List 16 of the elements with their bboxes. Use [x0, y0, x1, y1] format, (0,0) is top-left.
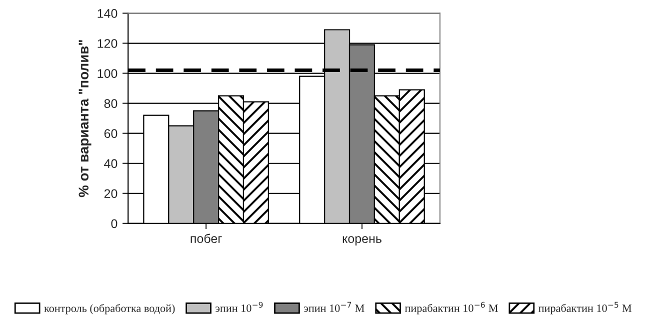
- y-tick-label: 80: [104, 99, 118, 108]
- x-tick-label: корень: [342, 236, 382, 246]
- legend-label: контроль (обработка водой): [44, 304, 175, 314]
- x-tick-label: побег: [190, 234, 222, 244]
- y-tick-label: 20: [104, 189, 118, 198]
- y-tick-label: 60: [104, 129, 118, 138]
- y-tick-label: 0: [111, 219, 118, 228]
- y-axis-title: % от варианта "полив": [78, 40, 92, 198]
- y-tick-label: 40: [104, 159, 118, 168]
- y-tick-label: 100: [98, 69, 118, 78]
- legend-label: эпин 10$^{−9}$: [216, 302, 263, 312]
- legend-label: эпин 10$^{−7}$ М: [304, 302, 364, 312]
- legend-label: пирабактин 10$^{−6}$ М: [404, 302, 498, 314]
- legend-label: пирабактин 10$^{−5}$ М: [538, 302, 632, 314]
- y-tick-label: 140: [98, 9, 118, 18]
- y-tick-label: 120: [98, 39, 118, 48]
